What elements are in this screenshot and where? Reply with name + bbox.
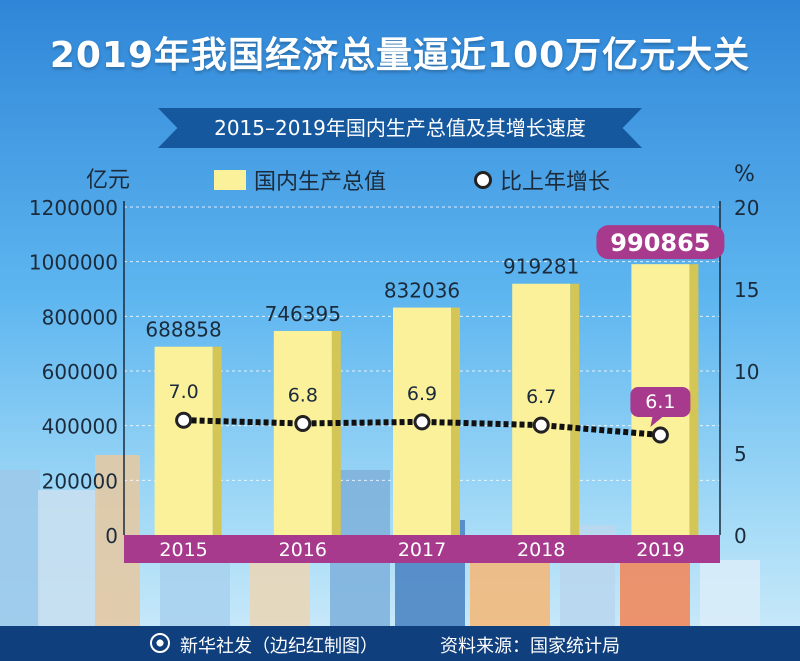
x-tick-label: 2019 bbox=[636, 539, 684, 561]
legend-bar-swatch bbox=[214, 170, 246, 190]
legend-gdp-label: 国内生产总值 bbox=[254, 170, 387, 195]
y-tick-label: 600000 bbox=[42, 360, 118, 384]
y2-tick-label: 10 bbox=[734, 360, 759, 384]
legend-growth: 比上年增长 bbox=[474, 164, 610, 196]
y-tick-label: 0 bbox=[105, 524, 118, 548]
axes: 0 200000 400000 600000 800000 1000000 1200000 0… bbox=[29, 196, 759, 563]
bar-side bbox=[689, 264, 699, 535]
growth-value-label: 7.0 bbox=[168, 381, 198, 403]
legend-growth-label: 比上年增长 bbox=[500, 170, 611, 195]
bar-value-label: 990865 bbox=[610, 229, 710, 257]
growth-point bbox=[651, 426, 669, 444]
growth-value-label: 6.7 bbox=[526, 386, 556, 408]
growth-value-label: 6.9 bbox=[407, 383, 437, 405]
bar bbox=[512, 283, 571, 535]
highlight-growth-bubble bbox=[630, 386, 691, 427]
bar-value-label: 746395 bbox=[265, 302, 341, 326]
y-tick-label: 400000 bbox=[42, 415, 118, 439]
footer-credit: 新华社发（边纪红制图） bbox=[180, 636, 378, 657]
data-labels: 688858 746395 832036 919281 990865 7.0 6.8 6.9 6… bbox=[145, 225, 725, 427]
x-tick-label: 2017 bbox=[398, 539, 446, 561]
growth-point bbox=[413, 413, 431, 431]
y-tick-label: 1000000 bbox=[29, 251, 118, 275]
city-skyline-illustration bbox=[0, 455, 760, 626]
y-tick-label: 200000 bbox=[42, 469, 118, 493]
left-axis-unit: 亿元 bbox=[86, 168, 131, 193]
footer-bar: 新华社发（边纪红制图） 资料来源：国家统计局 bbox=[0, 626, 800, 661]
bar-side bbox=[212, 346, 222, 535]
legend-line-marker bbox=[474, 171, 492, 189]
bar bbox=[154, 346, 213, 535]
y2-tick-label: 20 bbox=[734, 196, 759, 220]
building bbox=[0, 470, 40, 626]
x-tick-label: 2016 bbox=[279, 539, 327, 561]
x-axis-band bbox=[124, 535, 720, 563]
x-tick-label: 2015 bbox=[159, 539, 207, 561]
y2-tick-label: 15 bbox=[734, 278, 759, 302]
chart-subtitle: 2015–2019年国内生产总值及其增长速度 bbox=[214, 116, 586, 140]
footer-source: 资料来源：国家统计局 bbox=[440, 636, 620, 657]
growth-value-label: 6.8 bbox=[288, 384, 318, 406]
y-tick-label: 800000 bbox=[42, 305, 118, 329]
building bbox=[160, 560, 230, 626]
ribbon-band bbox=[158, 108, 642, 148]
subtitle-ribbon: 2015–2019年国内生产总值及其增长速度 bbox=[158, 108, 642, 148]
bar-side bbox=[331, 330, 341, 535]
bar-side bbox=[570, 283, 580, 535]
y2-tick-label: 0 bbox=[734, 524, 747, 548]
legend-gdp: 国内生产总值 bbox=[214, 164, 386, 196]
growth-line-series bbox=[175, 411, 669, 444]
xinhua-logo-icon bbox=[150, 633, 170, 653]
growth-point bbox=[294, 414, 312, 432]
x-tick-label: 2018 bbox=[517, 539, 565, 561]
y2-tick-label: 5 bbox=[734, 442, 747, 466]
page-title: 2019年我国经济总量逼近100万亿元大关 bbox=[49, 35, 751, 76]
right-axis-unit: % bbox=[734, 162, 755, 187]
building bbox=[700, 560, 760, 626]
bar-side bbox=[451, 307, 460, 535]
bar-value-label: 688858 bbox=[145, 318, 221, 342]
bar-value-label: 832036 bbox=[384, 279, 460, 303]
bar-value-label: 919281 bbox=[503, 255, 579, 279]
growth-value-label: 6.1 bbox=[645, 391, 675, 413]
y-tick-label: 1200000 bbox=[29, 196, 118, 220]
growth-point bbox=[532, 416, 550, 434]
growth-point bbox=[175, 411, 193, 429]
building bbox=[38, 490, 98, 626]
highlight-value-bubble bbox=[596, 225, 725, 260]
bar bbox=[273, 330, 332, 535]
